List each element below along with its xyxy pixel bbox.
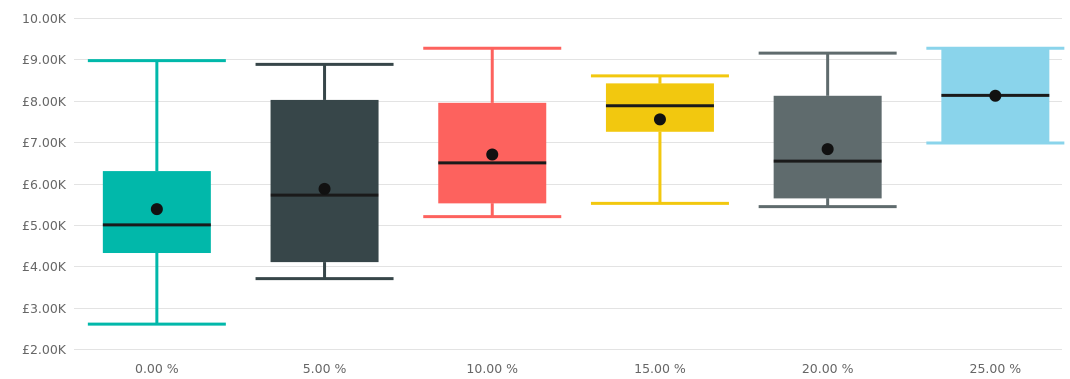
y-tick-label: £4.00K — [22, 259, 67, 274]
box-group — [590, 74, 729, 205]
y-tick-label: £7.00K — [22, 135, 67, 150]
box-group — [926, 46, 1065, 145]
box-group — [423, 46, 562, 219]
mean-marker — [653, 113, 666, 126]
y-tick-label: £2.00K — [22, 342, 67, 357]
y-tick-label: £3.00K — [22, 301, 67, 316]
box-group — [87, 59, 226, 326]
mean-marker — [821, 143, 834, 156]
x-tick-label: 0.00 % — [135, 361, 179, 376]
mean-marker — [486, 148, 499, 161]
box-body — [270, 99, 379, 263]
mean-marker — [150, 203, 163, 216]
x-axis: 0.00 % 5.00 % 10.00 % 15.00 % 20.00 % 25.00 % — [135, 361, 1021, 376]
y-axis: 10.00K £9.00K £8.00K £7.00K £6.00K £5.00K £4.0… — [22, 11, 67, 357]
x-tick-label: 20.00 % — [802, 361, 854, 376]
x-tick-label: 5.00 % — [303, 361, 347, 376]
y-tick-label: £8.00K — [22, 94, 67, 109]
mean-marker — [989, 89, 1002, 102]
x-tick-label: 15.00 % — [634, 361, 686, 376]
gridlines — [74, 18, 1062, 350]
y-tick-label: 10.00K — [22, 11, 67, 26]
x-tick-label: 25.00 % — [970, 361, 1022, 376]
mean-marker — [318, 182, 331, 195]
y-tick-label: £5.00K — [22, 218, 67, 233]
y-tick-label: £6.00K — [22, 177, 67, 192]
y-tick-label: £9.00K — [22, 52, 67, 67]
box-group — [758, 51, 897, 209]
x-tick-label: 10.00 % — [466, 361, 518, 376]
box-group — [255, 62, 394, 281]
box-series — [87, 46, 1065, 326]
